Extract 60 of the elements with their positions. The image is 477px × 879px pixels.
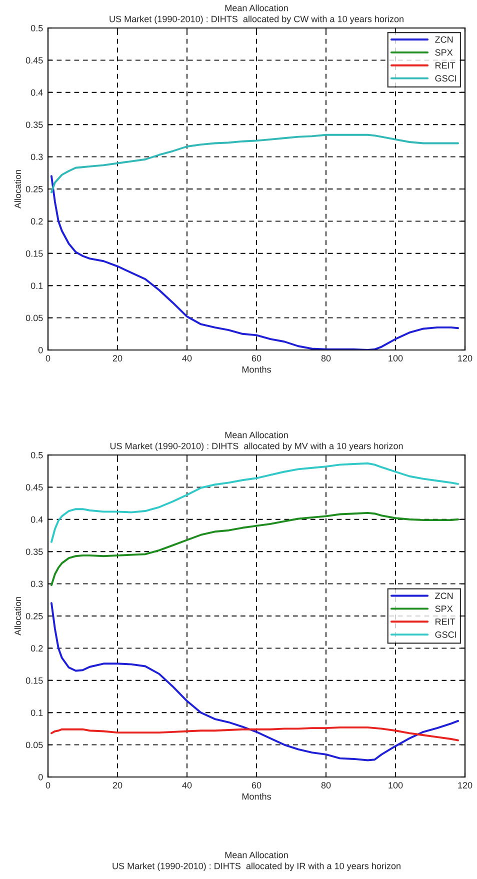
x-tick-label: 60: [252, 355, 262, 362]
y-tick-label: 0.2: [30, 218, 43, 225]
y-tick-label: 0: [38, 774, 43, 780]
y-tick-label: 0.5: [30, 24, 43, 32]
line-series: [50, 726, 460, 742]
y-tick-label: 0.25: [26, 186, 43, 192]
y-tick-label: 0.05: [26, 314, 43, 322]
line-series: [50, 512, 460, 586]
y-tick-label: 0.5: [30, 452, 43, 458]
line-series: [50, 462, 460, 543]
y-tick-label: 0.15: [26, 677, 43, 684]
legend-label: REIT: [436, 618, 456, 625]
chart-subtitle: US Market (1990-2010) : DIHTS allocated by MV with a 10 years horizon: [110, 442, 403, 451]
y-tick-label: 0.45: [26, 57, 43, 64]
x-tick-label: 100: [388, 782, 403, 788]
y-axis-title: Allocation: [14, 597, 22, 636]
y-tick-label: 0.2: [30, 645, 43, 652]
y-tick-label: 0.4: [30, 516, 43, 523]
legend-label: GSCI: [435, 75, 456, 82]
x-tick-label: 60: [252, 782, 262, 788]
legend-label: SPX: [435, 49, 453, 56]
y-tick-label: 0.45: [26, 484, 43, 491]
x-tick-label: 20: [112, 355, 122, 362]
x-tick-label: 40: [182, 782, 192, 788]
x-tick-label: 80: [321, 782, 331, 788]
chart-title: Mean Allocation: [225, 432, 288, 438]
y-tick-label: 0.1: [30, 282, 43, 289]
legend-label: GSCI: [435, 631, 456, 638]
y-tick-label: 0.3: [30, 580, 43, 588]
x-tick-label: 120: [458, 782, 472, 788]
y-tick-label: 0.1: [30, 710, 43, 716]
legend-label: REIT: [436, 62, 456, 69]
y-axis-title: Allocation: [14, 170, 22, 209]
x-axis-title: Months: [242, 793, 271, 800]
x-tick-label: 20: [112, 782, 122, 788]
x-tick-label: 120: [458, 355, 472, 362]
y-tick-label: 0.05: [26, 742, 43, 748]
x-axis-title: Months: [242, 366, 271, 373]
chart-title: Mean Allocation: [225, 4, 288, 12]
chart-subtitle: US Market (1990-2010) : DIHTS allocated by CW with a 10 years horizon: [110, 16, 404, 24]
y-tick-label: 0.15: [26, 250, 43, 257]
y-tick-label: 0.35: [26, 122, 43, 128]
x-tick-label: 0: [46, 355, 50, 362]
text: US Market (1990-2010) : DIHTS allocated by IR with a 10 years horizon: [112, 862, 400, 871]
x-tick-label: 0: [46, 782, 50, 788]
text: Mean Allocation: [225, 852, 288, 858]
y-tick-label: 0: [38, 346, 43, 354]
line-series: [50, 602, 460, 762]
line-series: [50, 175, 460, 350]
y-tick-label: 0.4: [30, 89, 43, 96]
legend-label: ZCN: [435, 36, 453, 43]
line-series: [50, 134, 460, 194]
y-tick-label: 0.35: [26, 548, 43, 555]
y-tick-label: 0.25: [26, 612, 43, 620]
legend-label: ZCN: [435, 592, 453, 600]
y-tick-label: 0.3: [30, 154, 43, 160]
x-tick-label: 100: [388, 355, 403, 362]
x-tick-label: 40: [182, 355, 192, 362]
legend-label: SPX: [435, 606, 453, 612]
x-tick-label: 80: [321, 355, 331, 362]
